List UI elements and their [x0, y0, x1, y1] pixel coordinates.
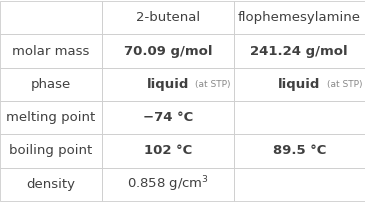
Text: liquid: liquid: [147, 78, 189, 91]
Bar: [102, 101, 234, 134]
Bar: [234, 68, 365, 101]
Bar: [234, 101, 365, 134]
Bar: [102, 168, 234, 201]
Text: −74 °C: −74 °C: [143, 111, 193, 124]
Text: boiling point: boiling point: [9, 144, 93, 158]
Text: phase: phase: [31, 78, 71, 91]
Text: 2-butenal: 2-butenal: [136, 11, 200, 24]
Bar: [0, 68, 102, 101]
Bar: [0, 168, 102, 201]
Text: molar mass: molar mass: [12, 44, 90, 58]
Text: 89.5 °C: 89.5 °C: [273, 144, 326, 158]
Text: liquid: liquid: [278, 78, 320, 91]
Text: (at STP): (at STP): [327, 80, 362, 89]
Bar: [234, 134, 365, 168]
Text: density: density: [27, 178, 76, 191]
Bar: [0, 134, 102, 168]
Bar: [102, 34, 234, 68]
Text: (at STP): (at STP): [195, 80, 231, 89]
Bar: [0, 101, 102, 134]
Bar: [102, 134, 234, 168]
Bar: [234, 168, 365, 201]
Text: melting point: melting point: [7, 111, 96, 124]
Bar: [102, 1, 234, 34]
Text: 70.09 g/mol: 70.09 g/mol: [124, 44, 212, 58]
Text: 241.24 g/mol: 241.24 g/mol: [250, 44, 348, 58]
Text: 102 °C: 102 °C: [144, 144, 192, 158]
Bar: [0, 1, 102, 34]
Text: 0.858 g/cm$^3$: 0.858 g/cm$^3$: [127, 175, 209, 194]
Bar: [0, 34, 102, 68]
Bar: [234, 1, 365, 34]
Bar: [102, 68, 234, 101]
Text: flophemesylamine: flophemesylamine: [238, 11, 361, 24]
Bar: [234, 34, 365, 68]
